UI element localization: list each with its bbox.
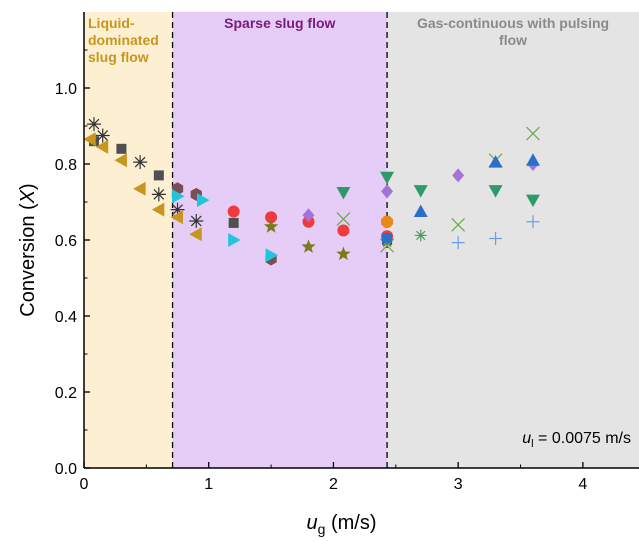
x-tick-label-0: 0 xyxy=(80,476,89,493)
point-9-1 xyxy=(380,171,395,185)
point-1-5 xyxy=(189,214,204,228)
region-label-2-1: flow xyxy=(499,32,527,48)
point-12-0 xyxy=(451,236,465,250)
y-tick-label-2: 0.4 xyxy=(55,309,77,326)
point-0-2 xyxy=(153,170,164,181)
point-2-4 xyxy=(151,202,165,217)
x-tick-label-3: 3 xyxy=(454,476,463,493)
point-5-0 xyxy=(227,205,240,218)
y-tick-label-1: 0.2 xyxy=(55,385,77,402)
point-12-2 xyxy=(526,215,540,229)
point-4-2 xyxy=(228,233,241,247)
y-tick-label-4: 0.8 xyxy=(55,157,77,174)
y-tick-label-5: 1.0 xyxy=(55,81,77,98)
point-0-3 xyxy=(228,217,239,228)
point-7-2 xyxy=(336,246,351,261)
point-10-1 xyxy=(488,155,503,168)
point-2-2 xyxy=(114,153,127,168)
point-7-1 xyxy=(301,239,316,253)
y-tick-label-3: 0.6 xyxy=(55,233,77,250)
point-2-3 xyxy=(133,181,146,196)
point-11-0 xyxy=(381,215,394,228)
point-10-0 xyxy=(413,204,428,217)
point-9-0 xyxy=(336,187,351,200)
point-4-1 xyxy=(196,193,210,208)
point-10-2 xyxy=(525,153,540,166)
region-band-2 xyxy=(387,12,639,468)
liquid-velocity-annotation: ul = 0.0075 m/s xyxy=(522,430,631,450)
region-label-0-2: slug flow xyxy=(88,49,149,65)
point-2-1 xyxy=(95,139,109,154)
point-4-3 xyxy=(265,248,279,263)
region-label-0-1: dominated xyxy=(88,32,159,48)
point-2-0 xyxy=(83,132,96,147)
y-label-var: X xyxy=(17,189,39,204)
y-axis-label: Conversion (X) xyxy=(17,183,39,316)
region-label-2-0: Gas-continuous with pulsing xyxy=(417,15,609,31)
point-0-1 xyxy=(116,143,127,154)
point-1-0 xyxy=(86,117,101,132)
y-tick-label-0: 0.0 xyxy=(55,461,77,478)
y-label-post: ) xyxy=(17,183,39,190)
region-band-1 xyxy=(172,12,388,468)
x-label-unit: (m/s) xyxy=(325,512,376,534)
point-1-3 xyxy=(151,187,166,202)
point-4-0 xyxy=(172,189,185,204)
point-14-0 xyxy=(382,233,393,244)
point-1-2 xyxy=(133,155,148,170)
x-label-var: u xyxy=(306,512,317,534)
point-1-1 xyxy=(95,128,110,143)
x-axis-label: ug (m/s) xyxy=(306,512,376,537)
point-9-2 xyxy=(413,185,428,198)
point-5-1 xyxy=(265,211,278,224)
point-2-6 xyxy=(189,227,202,242)
point-8-0 xyxy=(336,212,351,227)
annotation-rest: = 0.0075 m/s xyxy=(534,430,631,447)
point-5-3 xyxy=(337,224,350,237)
region-label-1-0: Sparse slug flow xyxy=(224,15,335,31)
point-2-5 xyxy=(170,210,184,225)
x-tick-label-2: 2 xyxy=(329,476,338,493)
point-6-1 xyxy=(381,184,394,199)
point-12-1 xyxy=(489,231,503,245)
point-9-3 xyxy=(488,185,503,198)
point-8-4 xyxy=(526,126,540,141)
point-6-2 xyxy=(452,168,465,183)
point-6-0 xyxy=(302,208,315,223)
annotation-var: u xyxy=(522,430,531,447)
region-label-0-0: Liquid- xyxy=(88,15,135,31)
annotation-sub: l xyxy=(531,438,533,450)
tick-marks: 0 1 2 3 4 0.0 0.2 0.4 0.6 0.8 1.0 xyxy=(55,49,587,493)
x-tick-label-1: 1 xyxy=(204,476,213,493)
regime-boundaries xyxy=(171,12,388,468)
point-13-0 xyxy=(414,229,427,242)
region-band-0 xyxy=(84,12,173,468)
point-1-4 xyxy=(170,202,185,217)
data-points xyxy=(83,117,540,266)
x-label-sub: g xyxy=(318,521,326,537)
y-label-pre: Conversion ( xyxy=(17,203,39,317)
point-9-4 xyxy=(525,194,540,208)
point-7-0 xyxy=(263,219,279,233)
x-tick-label-4: 4 xyxy=(578,476,587,493)
point-8-2 xyxy=(451,217,466,232)
